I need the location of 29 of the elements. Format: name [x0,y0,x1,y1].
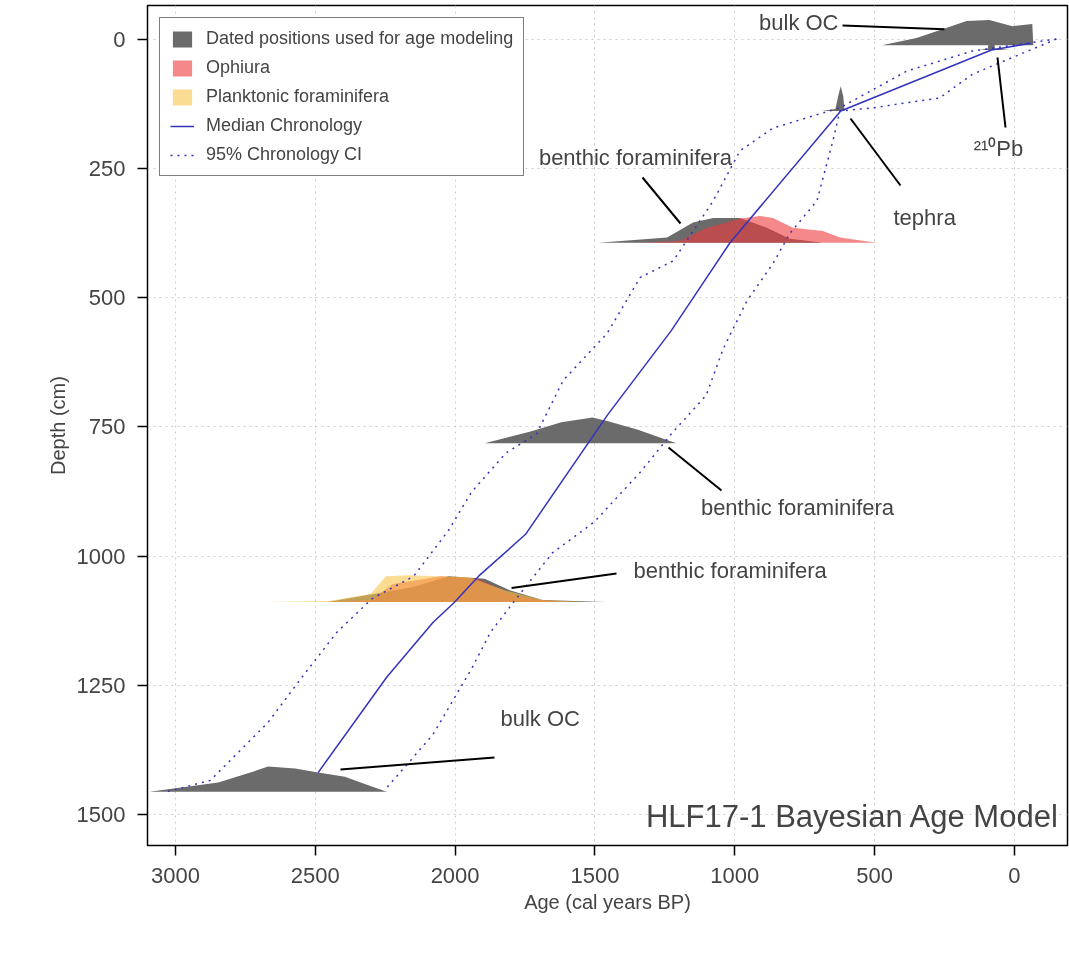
y-tick-label: 1500 [76,801,126,827]
x-tick-label: 500 [856,862,893,888]
legend-label: Ophiura [206,57,271,78]
y-tick-label: 500 [88,285,126,311]
y-tick-label: 1250 [76,672,126,698]
y-tick-label: 0 [113,26,126,52]
annotation: ²¹⁰Pb [973,136,1024,161]
annotation: tephra [893,205,957,230]
x-tick-label: 1000 [710,862,760,888]
annotation: benthic foraminifera [633,558,828,583]
y-tick-label: 250 [88,155,126,181]
x-tick-label: 0 [1008,862,1021,888]
y-axis-title: Depth (cm) [46,376,69,475]
annotation: benthic foraminifera [700,495,895,520]
text: HLF17-1 Bayesian Age Model [645,798,1058,834]
legend-label: 95% Chronology CI [206,144,363,165]
y-tick-label: 750 [88,414,126,440]
legend-label: Planktonic foraminifera [206,86,390,107]
annotation: bulk OC [759,10,839,35]
x-tick-label: 1500 [570,862,620,888]
annotation: bulk OC [500,706,581,731]
legend-label: Dated positions used for age modeling [206,28,514,49]
x-tick-label: 2500 [290,862,340,888]
x-tick-label: 3000 [150,862,200,888]
annotation: benthic foraminifera [538,145,733,170]
y-tick-label: 1000 [76,543,126,569]
x-tick-label: 2000 [430,862,480,888]
legend-label: Median Chronology [206,115,363,136]
x-axis-title: Age (cal years BP) [524,890,691,913]
